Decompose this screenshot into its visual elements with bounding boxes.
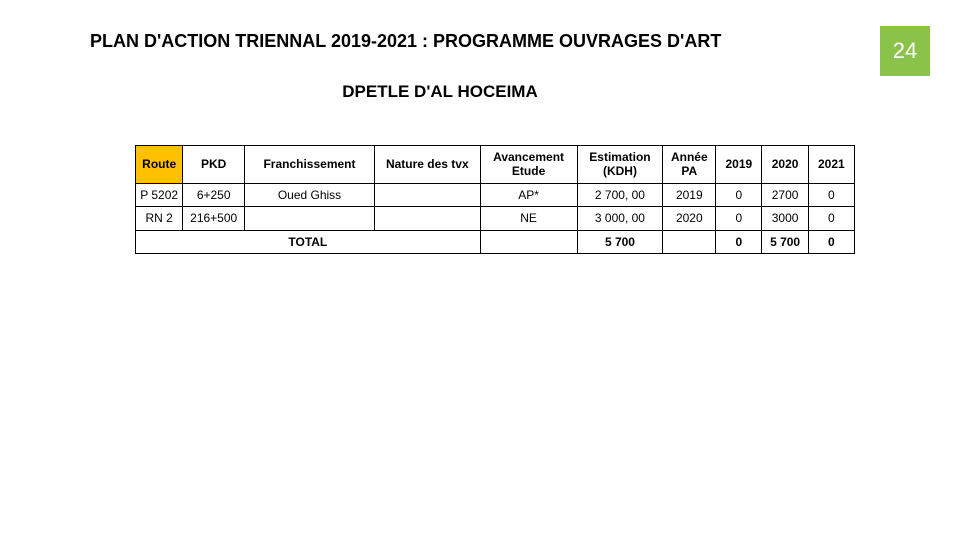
- col-route: Route: [136, 146, 183, 184]
- table-header-row: Route PKD Franchissement Nature des tvx …: [136, 146, 855, 184]
- cell-2021: 0: [808, 207, 854, 230]
- cell-nature: [374, 207, 480, 230]
- cell-annee: 2020: [663, 207, 716, 230]
- cell-estim: 2 700, 00: [577, 183, 663, 206]
- col-avancement: Avancement Etude: [480, 146, 577, 184]
- col-pkd: PKD: [183, 146, 245, 184]
- cell-route: RN 2: [136, 207, 183, 230]
- total-label: TOTAL: [136, 230, 481, 253]
- total-2021: 0: [808, 230, 854, 253]
- cell-estim: 3 000, 00: [577, 207, 663, 230]
- col-2020: 2020: [762, 146, 808, 184]
- total-2019: 0: [716, 230, 762, 253]
- table-total-row: TOTAL 5 700 0 5 700 0: [136, 230, 855, 253]
- col-2019: 2019: [716, 146, 762, 184]
- table-row: RN 2 216+500 NE 3 000, 00 2020 0 3000 0: [136, 207, 855, 230]
- col-2021: 2021: [808, 146, 854, 184]
- cell-2019: 0: [716, 207, 762, 230]
- cell-pkd: 216+500: [183, 207, 245, 230]
- cell-2019: 0: [716, 183, 762, 206]
- cell-2020: 2700: [762, 183, 808, 206]
- col-nature: Nature des tvx: [374, 146, 480, 184]
- total-avanc: [480, 230, 577, 253]
- data-table-container: Route PKD Franchissement Nature des tvx …: [135, 145, 855, 254]
- cell-avanc: AP*: [480, 183, 577, 206]
- cell-annee: 2019: [663, 183, 716, 206]
- cell-franch: Oued Ghiss: [245, 183, 375, 206]
- cell-avanc: NE: [480, 207, 577, 230]
- table-row: P 5202 6+250 Oued Ghiss AP* 2 700, 00 20…: [136, 183, 855, 206]
- col-franchissement: Franchissement: [245, 146, 375, 184]
- total-2020: 5 700: [762, 230, 808, 253]
- page-number: 24: [893, 38, 917, 64]
- page-title: PLAN D'ACTION TRIENNAL 2019-2021 : PROGR…: [90, 30, 790, 53]
- cell-2021: 0: [808, 183, 854, 206]
- cell-pkd: 6+250: [183, 183, 245, 206]
- data-table: Route PKD Franchissement Nature des tvx …: [135, 145, 855, 254]
- cell-franch: [245, 207, 375, 230]
- page-number-badge: 24: [880, 26, 930, 76]
- cell-nature: [374, 183, 480, 206]
- cell-2020: 3000: [762, 207, 808, 230]
- page-subtitle: DPETLE D'AL HOCEIMA: [90, 82, 790, 102]
- total-annee: [663, 230, 716, 253]
- cell-route: P 5202: [136, 183, 183, 206]
- col-annee: Année PA: [663, 146, 716, 184]
- col-estimation: Estimation (KDH): [577, 146, 663, 184]
- total-estim: 5 700: [577, 230, 663, 253]
